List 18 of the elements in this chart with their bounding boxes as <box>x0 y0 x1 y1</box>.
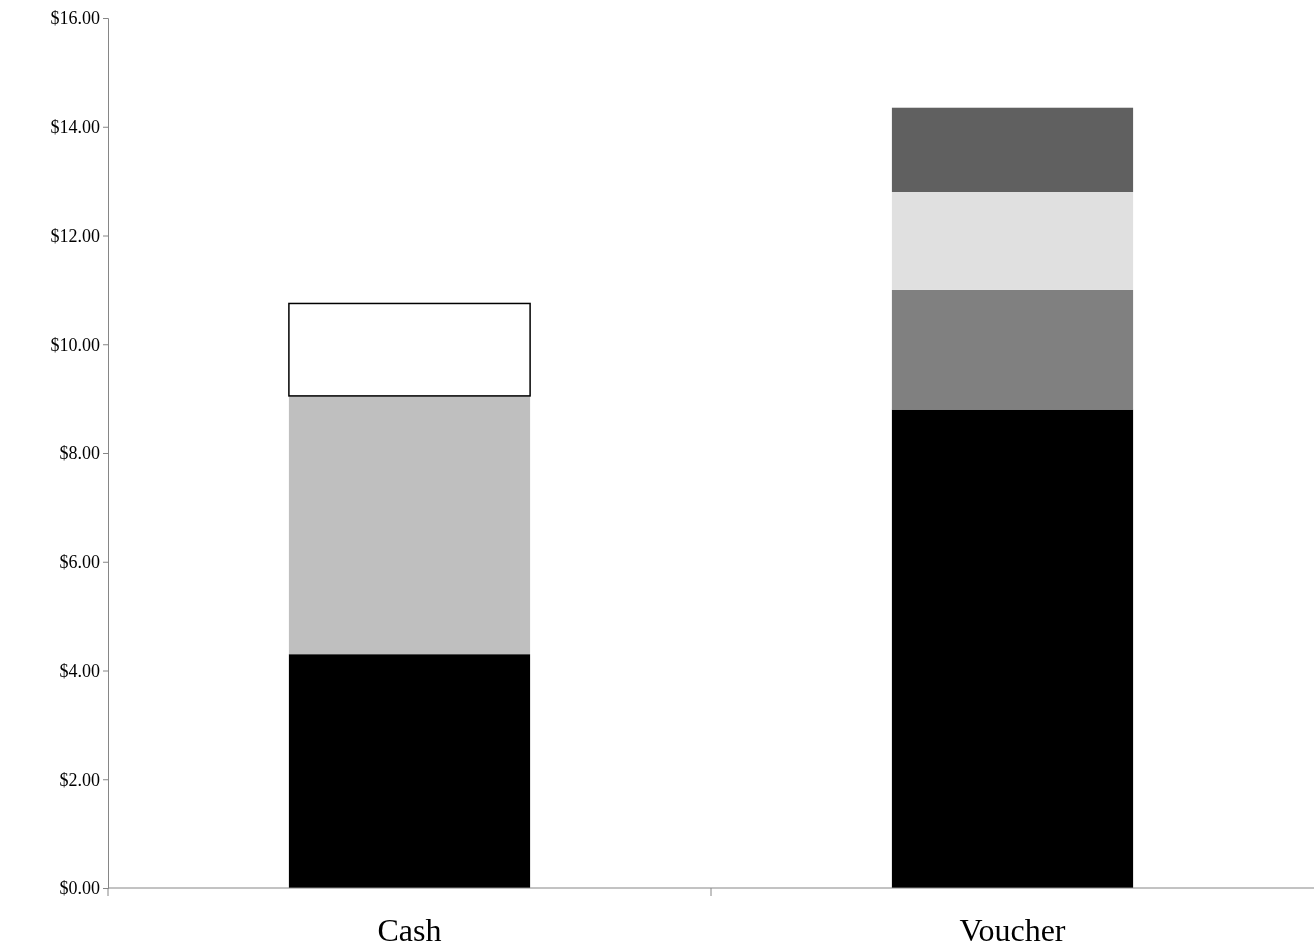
y-tick-label: $0.00 <box>59 878 100 899</box>
y-tick-label: $6.00 <box>59 552 100 573</box>
bar <box>891 192 1134 290</box>
x-tick-label: Cash <box>377 912 442 948</box>
bar <box>288 302 531 397</box>
y-tick-label: $10.00 <box>50 334 100 355</box>
bar <box>891 107 1134 192</box>
y-tick-label: $12.00 <box>50 225 100 246</box>
y-tick-label: $4.00 <box>59 660 100 681</box>
bar <box>891 409 1134 888</box>
bar <box>288 654 531 888</box>
bar <box>891 289 1134 410</box>
bar <box>288 395 531 655</box>
x-tick-label: Voucher <box>959 912 1066 948</box>
y-tick-label: $8.00 <box>59 443 100 464</box>
y-tick-label: $14.00 <box>50 117 100 138</box>
y-tick-label: $2.00 <box>59 769 100 790</box>
y-tick-label: $16.00 <box>50 8 100 29</box>
